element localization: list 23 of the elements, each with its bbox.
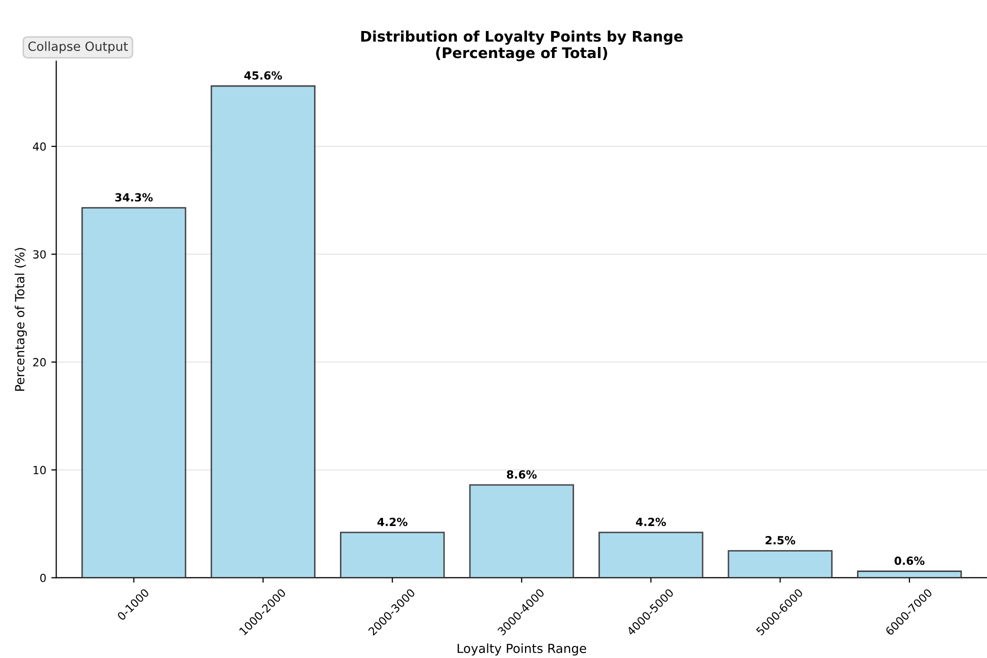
- x-axis-title: Loyalty Points Range: [458, 643, 586, 656]
- bar: [210, 85, 316, 578]
- bar: [469, 484, 574, 578]
- y-tick-label: 10: [34, 466, 46, 474]
- bar: [81, 207, 186, 578]
- data-label: 45.6%: [244, 71, 282, 80]
- data-label: 4.2%: [636, 518, 666, 526]
- data-label: 4.2%: [377, 518, 408, 526]
- bar: [340, 532, 445, 578]
- y-tick-label: 40: [32, 142, 46, 151]
- bar: [728, 550, 833, 578]
- text: Collapse Output: [28, 41, 128, 54]
- data-label: 8.6%: [506, 470, 537, 479]
- data-label: 34.3%: [115, 193, 153, 202]
- y-tick-label: 30: [33, 250, 46, 259]
- chart-title: Distribution of Loyalty Points by Range (Percentage of Total): [361, 30, 683, 62]
- data-label: 2.5%: [766, 536, 796, 544]
- data-label: 0.6%: [894, 556, 924, 565]
- bar: [598, 532, 704, 578]
- bar: [857, 570, 962, 578]
- y-tick-label: 0: [40, 574, 46, 582]
- y-tick-label: 20: [33, 358, 46, 366]
- y-axis-title: Percentage of Total (%): [14, 248, 27, 391]
